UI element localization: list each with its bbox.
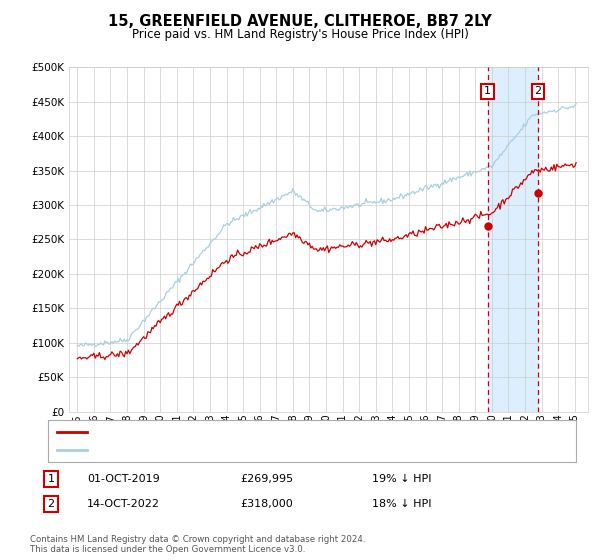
Bar (488, 67, 538, 412)
Text: 15, GREENFIELD AVENUE, CLITHEROE, BB7 2LY: 15, GREENFIELD AVENUE, CLITHEROE, BB7 2L… (108, 14, 492, 29)
Text: 01-OCT-2019: 01-OCT-2019 (87, 474, 160, 484)
Text: £269,995: £269,995 (240, 474, 293, 484)
Text: 1: 1 (484, 86, 491, 96)
Text: Contains HM Land Registry data © Crown copyright and database right 2024.
This d: Contains HM Land Registry data © Crown c… (30, 535, 365, 554)
Text: 2: 2 (535, 86, 542, 96)
Text: £318,000: £318,000 (240, 499, 293, 509)
Text: 14-OCT-2022: 14-OCT-2022 (87, 499, 160, 509)
Text: 15, GREENFIELD AVENUE, CLITHEROE, BB7 2LY (detached house): 15, GREENFIELD AVENUE, CLITHEROE, BB7 2L… (93, 427, 431, 437)
Text: 1: 1 (47, 474, 55, 484)
Text: 2: 2 (47, 499, 55, 509)
Text: 18% ↓ HPI: 18% ↓ HPI (372, 499, 431, 509)
Text: Price paid vs. HM Land Registry's House Price Index (HPI): Price paid vs. HM Land Registry's House … (131, 28, 469, 41)
Text: 19% ↓ HPI: 19% ↓ HPI (372, 474, 431, 484)
Text: HPI: Average price, detached house, Ribble Valley: HPI: Average price, detached house, Ribb… (93, 445, 353, 455)
